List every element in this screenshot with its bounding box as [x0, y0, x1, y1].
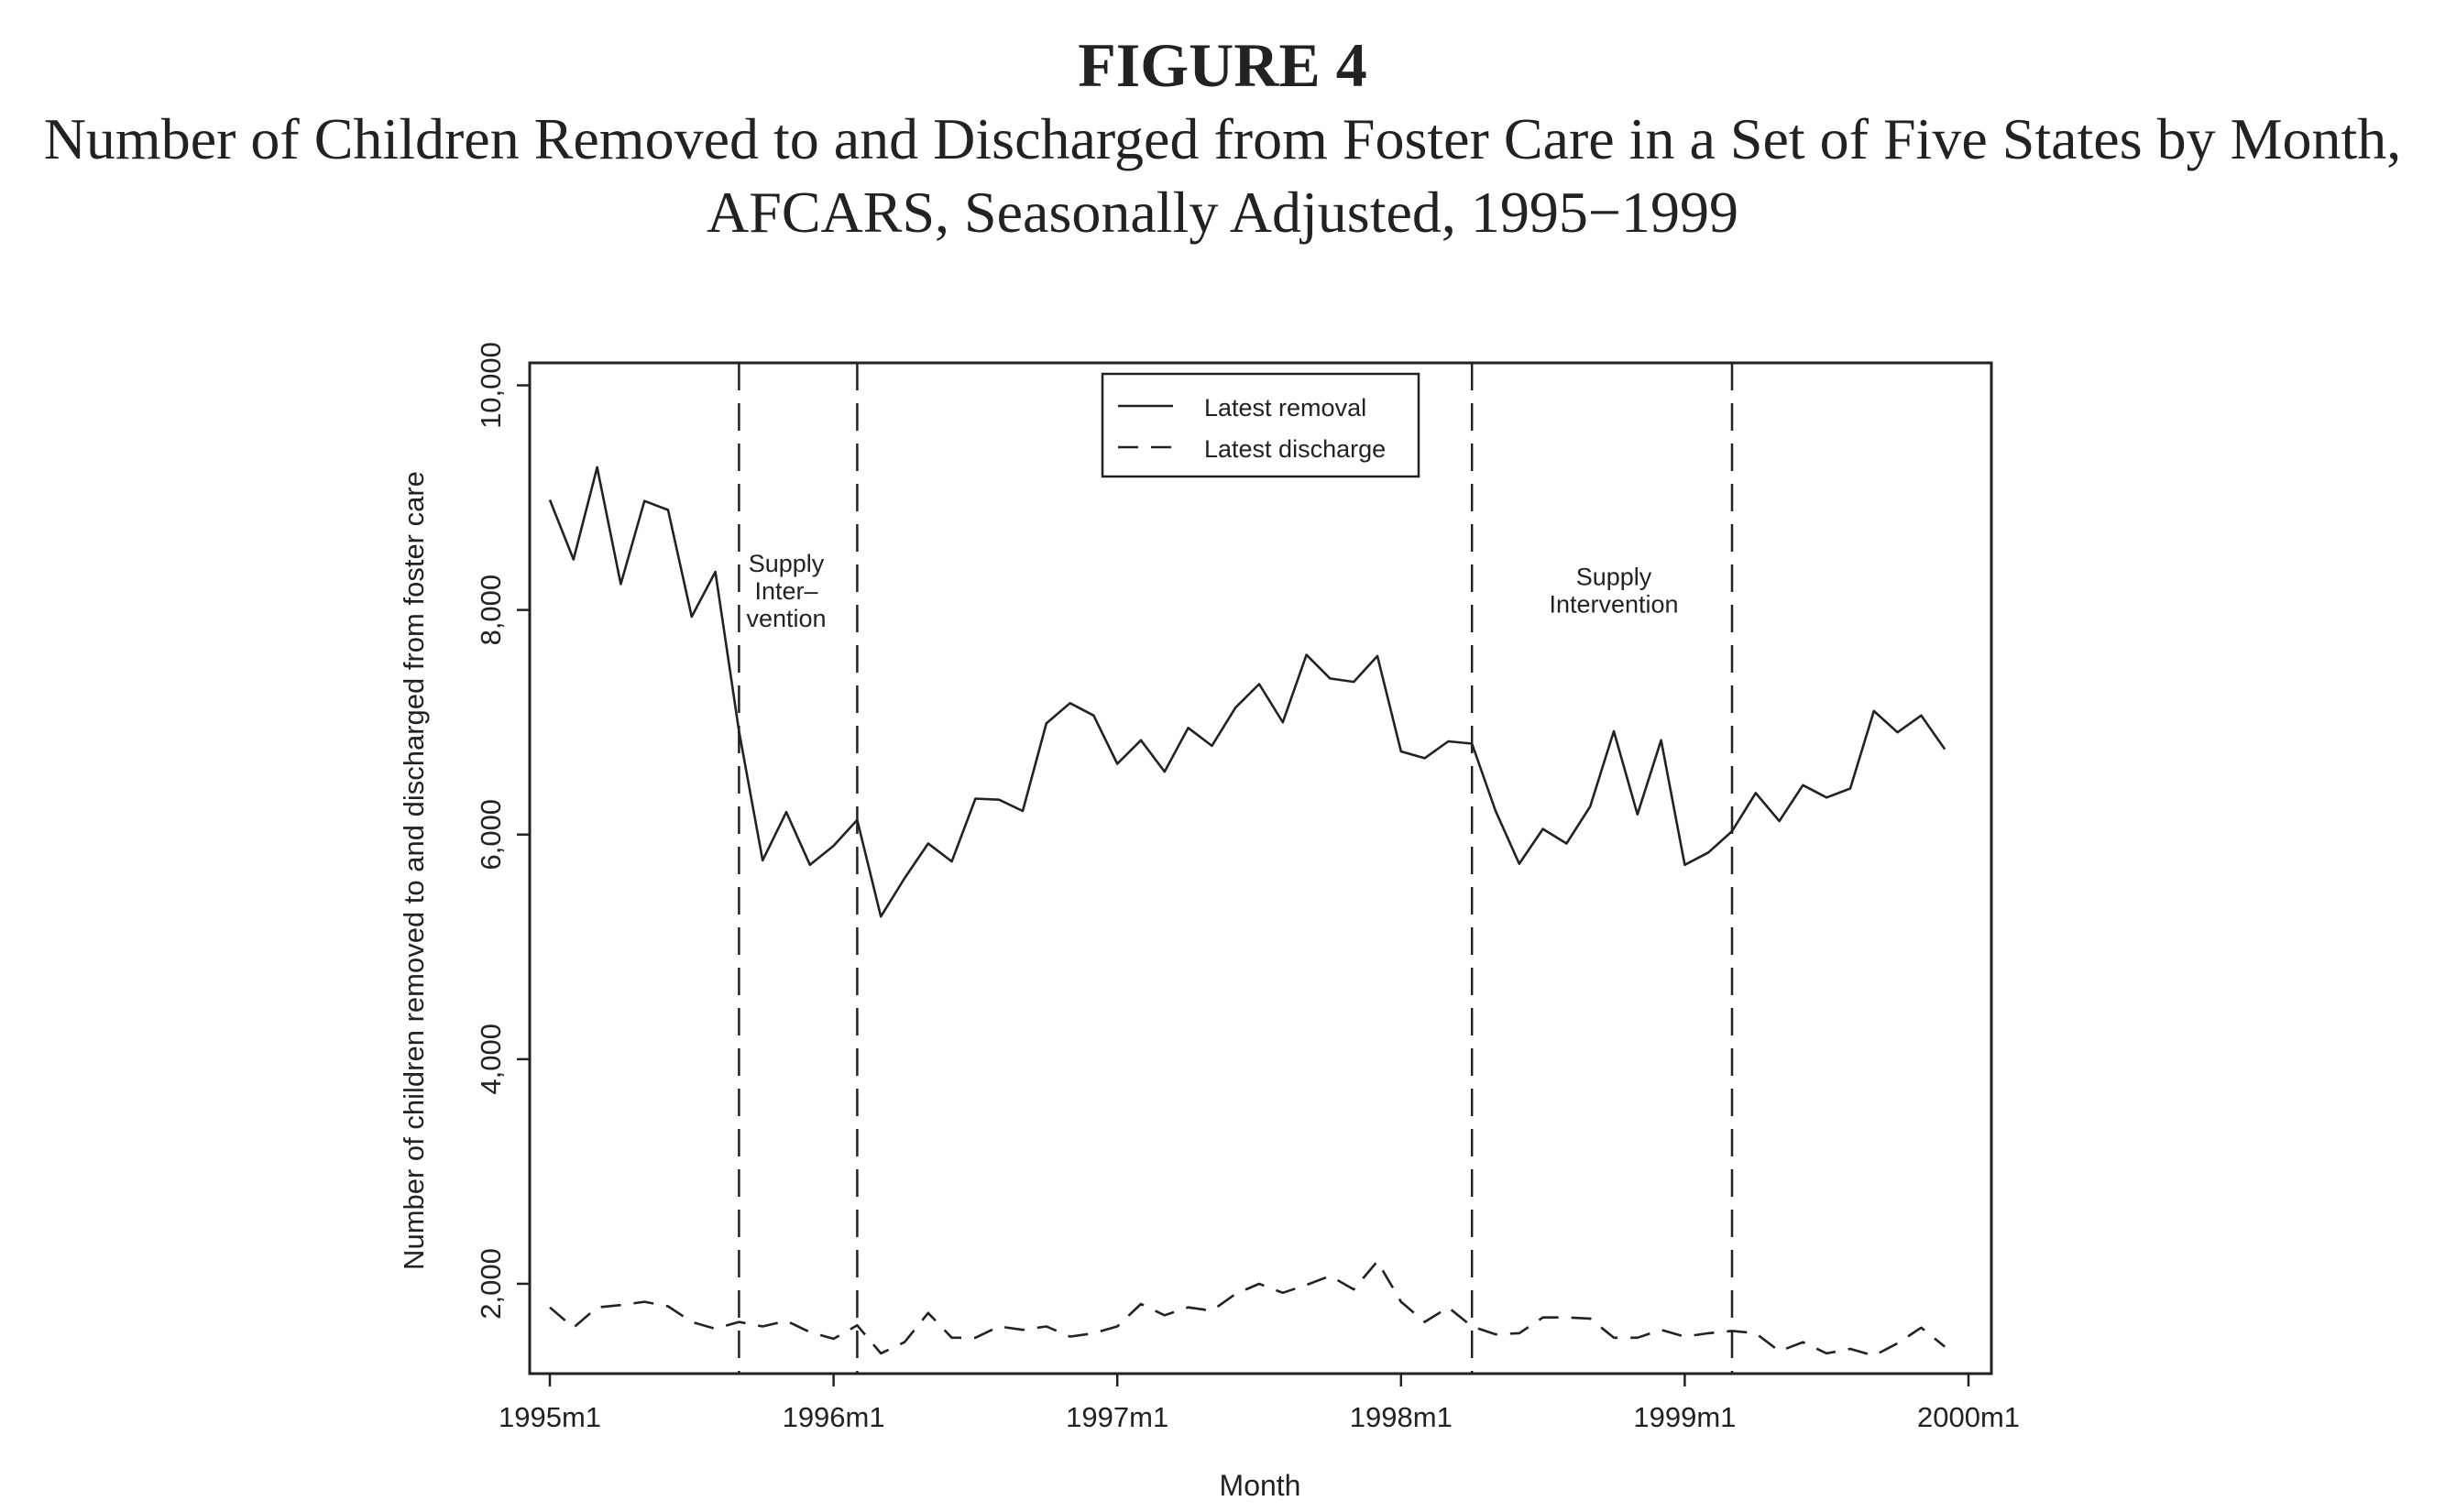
legend: Latest removal Latest discharge: [1101, 372, 1420, 478]
y-tick-label: 4,000: [475, 1024, 507, 1095]
annotation-1-line-2: Inter–: [754, 577, 817, 605]
plot-frame: [528, 361, 1993, 1375]
series-line-discharge: [549, 1260, 1946, 1357]
x-axis-label: Month: [1220, 1469, 1301, 1502]
x-tick-label: 1995m1: [499, 1401, 601, 1433]
legend-label-discharge: Latest discharge: [1204, 435, 1386, 463]
series-lines: [548, 466, 1946, 1357]
annotation-2-line-2: Intervention: [1549, 591, 1678, 619]
legend-label-removal: Latest removal: [1204, 394, 1366, 422]
x-tick-label: 2000m1: [1917, 1401, 2020, 1433]
series-line-removal: [548, 466, 1946, 918]
x-tick-label: 1996m1: [783, 1401, 885, 1433]
x-tick-label: 1998m1: [1350, 1401, 1453, 1433]
intervention-lines: [738, 363, 1734, 1374]
figure-title: Number of Children Removed to and Discha…: [43, 106, 2402, 245]
y-tick-label: 10,000: [475, 342, 507, 429]
x-tick-label: 1997m1: [1066, 1401, 1168, 1433]
annotation-1-line-3: vention: [746, 605, 826, 632]
x-tick-label: 1999m1: [1633, 1401, 1736, 1433]
axes: 1995m1 1996m1 1997m1 1998m1 1999m1 2000m1 2,00…: [475, 342, 2020, 1433]
legend-box: [1101, 372, 1420, 478]
y-tick-label: 2,000: [475, 1248, 507, 1320]
y-tick-label: 8,000: [475, 575, 507, 646]
y-tick-label: 6,000: [475, 799, 507, 871]
y-axis-label: Number of children removed to and discha…: [398, 471, 430, 1270]
annotation-1-line-1: Supply: [749, 550, 825, 577]
annotation-2-line-1: Supply: [1576, 564, 1652, 591]
figure-label: FIGURE 4: [1078, 30, 1367, 100]
